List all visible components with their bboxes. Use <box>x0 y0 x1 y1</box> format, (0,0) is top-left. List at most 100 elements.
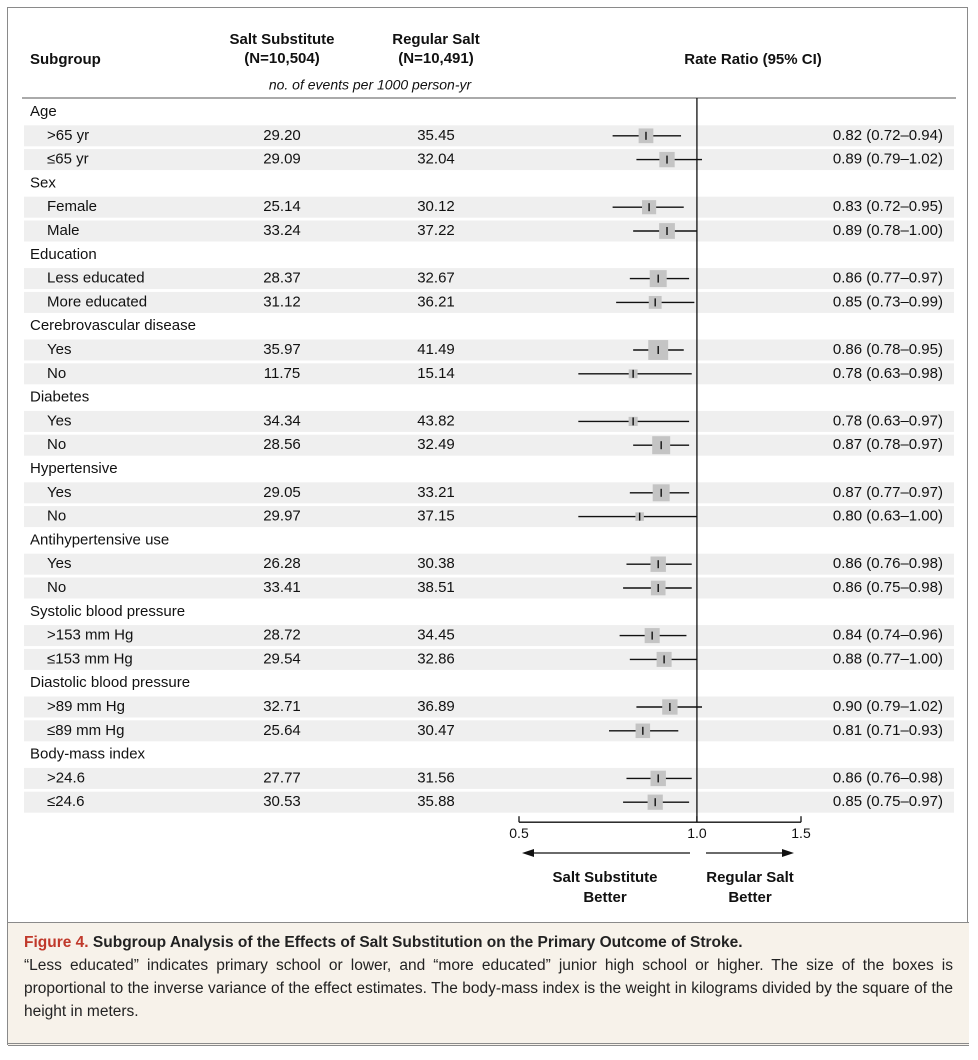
ci-label: 0.86 (0.76–0.98) <box>833 769 943 786</box>
row-band <box>24 363 954 385</box>
row-band <box>24 291 954 313</box>
row-band <box>24 149 954 171</box>
forest-plot: Subgroup Salt Substitute (N=10,504) Regu… <box>22 31 956 906</box>
row-band <box>24 434 954 456</box>
subgroup-label: >65 yr <box>47 127 89 144</box>
regular-rate: 35.88 <box>417 793 455 810</box>
row-band <box>24 196 954 218</box>
substitute-rate: 25.14 <box>263 198 301 215</box>
substitute-rate: 27.77 <box>263 769 301 786</box>
substitute-rate: 29.05 <box>263 484 301 501</box>
subgroup-label: No <box>47 365 66 382</box>
substitute-rate: 35.97 <box>263 341 301 358</box>
substitute-rate: 31.12 <box>263 293 301 310</box>
left-arrowhead <box>522 849 534 857</box>
ci-label: 0.84 (0.74–0.96) <box>833 627 943 644</box>
substitute-rate: 25.64 <box>263 722 301 739</box>
subgroup-label: Yes <box>47 412 71 429</box>
ci-label: 0.87 (0.77–0.97) <box>833 484 943 501</box>
regular-rate: 32.67 <box>417 270 455 287</box>
row-band <box>24 410 954 432</box>
subgroup-label: No <box>47 436 66 453</box>
subgroup-label: >153 mm Hg <box>47 627 133 644</box>
subgroup-label: Yes <box>47 555 71 572</box>
row-band <box>24 506 954 528</box>
ci-label: 0.86 (0.75–0.98) <box>833 579 943 596</box>
subgroup-label: ≤89 mm Hg <box>47 722 124 739</box>
ci-label: 0.86 (0.76–0.98) <box>833 555 943 572</box>
substitute-rate: 30.53 <box>263 793 301 810</box>
left-arrow-label: Better <box>583 889 627 906</box>
subgroup-label: ≤24.6 <box>47 793 84 810</box>
header-substitute: Salt Substitute <box>229 31 334 48</box>
ci-label: 0.88 (0.77–1.00) <box>833 650 943 667</box>
caption: Figure 4. Subgroup Analysis of the Effec… <box>8 922 969 1046</box>
regular-rate: 33.21 <box>417 484 455 501</box>
substitute-rate: 29.09 <box>263 151 301 168</box>
ci-label: 0.89 (0.79–1.02) <box>833 151 943 168</box>
regular-rate: 36.89 <box>417 698 455 715</box>
caption-text: “Less educated” indicates primary school… <box>24 957 953 1020</box>
x-tick-label: 0.5 <box>509 825 529 841</box>
regular-rate: 15.14 <box>417 365 455 382</box>
regular-rate: 37.15 <box>417 508 455 525</box>
group-label: Education <box>30 246 97 263</box>
x-tick-label: 1.0 <box>687 825 707 841</box>
regular-rate: 34.45 <box>417 627 455 644</box>
row-band <box>24 577 954 599</box>
regular-rate: 31.56 <box>417 769 455 786</box>
row-band <box>24 482 954 504</box>
substitute-rate: 32.71 <box>263 698 301 715</box>
group-label: Systolic blood pressure <box>30 603 185 620</box>
header-regular-n: (N=10,491) <box>398 50 473 67</box>
subgroup-label: Yes <box>47 341 71 358</box>
substitute-rate: 29.97 <box>263 508 301 525</box>
substitute-rate: 34.34 <box>263 412 301 429</box>
subgroup-label: Male <box>47 222 80 239</box>
ci-label: 0.80 (0.63–1.00) <box>833 508 943 525</box>
header-regular: Regular Salt <box>392 31 480 48</box>
subgroup-label: Yes <box>47 484 71 501</box>
ci-label: 0.82 (0.72–0.94) <box>833 127 943 144</box>
regular-rate: 30.38 <box>417 555 455 572</box>
subgroup-label: >24.6 <box>47 769 85 786</box>
subgroup-label: No <box>47 508 66 525</box>
regular-rate: 43.82 <box>417 412 455 429</box>
x-tick-label: 1.5 <box>791 825 811 841</box>
regular-rate: 30.12 <box>417 198 455 215</box>
regular-rate: 30.47 <box>417 722 455 739</box>
group-label: Diastolic blood pressure <box>30 674 190 691</box>
row-band <box>24 720 954 742</box>
row-band <box>24 791 954 813</box>
regular-rate: 38.51 <box>417 579 455 596</box>
row-band <box>24 553 954 575</box>
ci-label: 0.90 (0.79–1.02) <box>833 698 943 715</box>
substitute-rate: 33.41 <box>263 579 301 596</box>
subgroup-label: ≤153 mm Hg <box>47 650 133 667</box>
ci-label: 0.85 (0.73–0.99) <box>833 293 943 310</box>
row-band <box>24 696 954 718</box>
ci-label: 0.87 (0.78–0.97) <box>833 436 943 453</box>
caption-title: Subgroup Analysis of the Effects of Salt… <box>92 934 743 951</box>
group-label: Sex <box>30 174 56 191</box>
regular-rate: 35.45 <box>417 127 455 144</box>
substitute-rate: 11.75 <box>264 365 300 382</box>
group-label: Diabetes <box>30 389 89 406</box>
group-label: Age <box>30 103 57 120</box>
regular-rate: 32.49 <box>417 436 455 453</box>
row-band <box>24 125 954 147</box>
ci-label: 0.85 (0.75–0.97) <box>833 793 943 810</box>
ci-label: 0.78 (0.63–0.97) <box>833 412 943 429</box>
row-band <box>24 625 954 647</box>
substitute-rate: 33.24 <box>263 222 301 239</box>
right-arrow-label: Better <box>728 889 772 906</box>
group-label: Body-mass index <box>30 746 146 763</box>
regular-rate: 37.22 <box>417 222 455 239</box>
ci-label: 0.81 (0.71–0.93) <box>833 722 943 739</box>
row-band <box>24 339 954 361</box>
subgroup-label: >89 mm Hg <box>47 698 125 715</box>
regular-rate: 36.21 <box>417 293 455 310</box>
subgroup-label: Female <box>47 198 97 215</box>
substitute-rate: 28.72 <box>263 627 301 644</box>
right-arrowhead <box>782 849 794 857</box>
